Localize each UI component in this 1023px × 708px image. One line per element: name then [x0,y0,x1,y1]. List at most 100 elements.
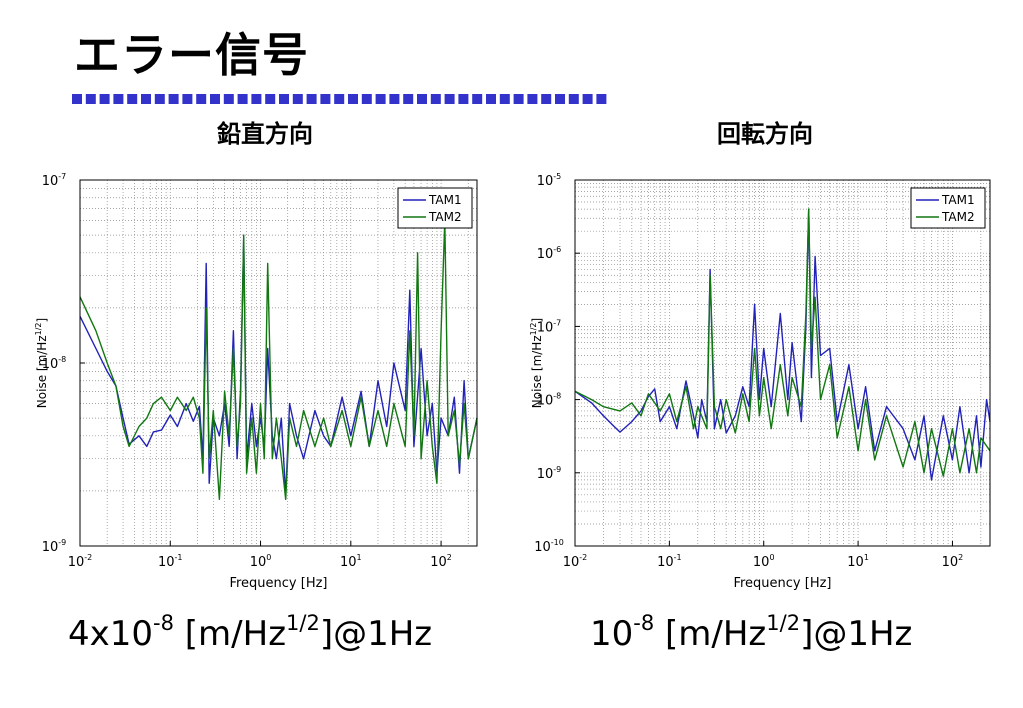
y-tick-label: 10-7 [537,318,562,335]
unit-exponent: 1/2 [766,611,801,635]
legend: TAM1 TAM2 [397,187,473,229]
plot-frame [574,179,991,547]
tick-exponent: -5 [553,172,561,181]
underline-square [196,94,207,104]
x-tick-label: 10-1 [158,553,183,570]
legend: TAM1 TAM2 [910,187,986,229]
plot-area [575,180,990,546]
underline-square [334,94,345,104]
tick-exponent: -6 [553,245,561,254]
underline-square [279,94,289,104]
x-axis-label: Frequency [Hz] [229,576,327,591]
left-plot-heading: 鉛直方向 [217,120,313,148]
tick-base: 10 [537,174,554,189]
value-suffix: ]@1Hz [800,614,913,654]
tick-base: 10 [340,555,357,570]
underline-square [403,94,414,104]
legend-label: TAM1 [941,193,975,207]
tick-exponent: -7 [553,318,561,327]
tick-base: 10 [563,555,580,570]
tick-base: 10 [537,320,554,335]
tick-exponent: 0 [266,553,271,562]
tick-base: 10 [42,174,59,189]
legend-label: TAM2 [428,210,462,224]
underline-square [596,94,607,104]
underline-square [555,94,565,104]
tick-exponent: 2 [958,553,963,562]
tick-base: 10 [537,247,554,262]
underline-square [223,94,234,104]
tick-exponent: 2 [447,553,452,562]
y-label-bracket: ] [530,318,544,323]
tick-base: 10 [42,357,59,372]
legend-label: TAM2 [941,210,975,224]
underline-square [389,94,400,104]
underline-square [320,94,331,104]
tick-base: 10 [537,467,554,482]
underline-square [361,94,372,104]
legend-label: TAM1 [428,193,462,207]
y-label-exponent: 1/2 [529,322,538,335]
underline-square [99,94,110,104]
x-tick-label: 100 [250,553,272,570]
legend-box [910,187,986,229]
underline-square [458,94,469,104]
tick-base: 10 [942,555,959,570]
underline-square [210,94,220,104]
unit-exponent: 1/2 [286,611,320,635]
y-axis-label: Noise [m/Hz1/2] [529,318,544,408]
series-line-tam1 [574,208,991,481]
tick-base: 10 [42,540,59,555]
tick-base: 10 [537,394,554,409]
x-tick-label: 101 [340,553,362,570]
tick-base: 10 [847,555,864,570]
underline-square [582,94,593,104]
legend-box [397,187,473,229]
underline-square [182,94,193,104]
underline-square [85,94,96,104]
value-unit: [m/Hz [654,614,767,654]
series-line-tam2 [574,208,991,477]
underline-square [127,94,138,104]
underline-square [444,94,455,104]
y-tick-label: 10-8 [42,355,67,372]
y-label-text: Noise [m/Hz [530,335,544,408]
tick-exponent: -1 [175,553,183,562]
tick-exponent: -9 [58,538,66,547]
tick-exponent: -2 [579,553,587,562]
underline-square [568,94,579,104]
rotation-noise-chart: 10-2 10-1 100 101 10210-1010-910-810-710-610… [529,172,991,591]
y-label-text: Noise [m/Hz [35,335,49,408]
underline-square [168,94,179,104]
tick-exponent: 1 [357,553,362,562]
series-line-tam2 [79,219,478,500]
underline-square [417,94,427,104]
x-tick-label: 10-2 [68,553,93,570]
underline-square [541,94,552,104]
x-tick-label: 102 [430,553,452,570]
right-plot-heading: 回転方向 [717,120,813,148]
value-prefix: 10 [590,614,634,654]
underline-square [154,94,165,104]
tick-exponent: -8 [58,355,66,364]
underline-square [499,94,510,104]
underline-square [265,94,276,104]
underline-square [251,94,262,104]
y-tick-label: 10-7 [42,172,67,189]
slide-title: エラー信号 [74,28,309,82]
underline-square [113,94,124,104]
tick-exponent: -1 [674,553,682,562]
underline-square [72,94,82,104]
tick-base: 10 [68,555,85,570]
underline-square [292,94,303,104]
underline-square [472,94,483,104]
y-tick-label: 10-6 [537,245,562,262]
tick-base: 10 [430,555,447,570]
tick-exponent: -7 [58,172,66,181]
rotation-noise-value: 10-8 [m/Hz1/2]@1Hz [590,613,913,654]
tick-base: 10 [753,555,770,570]
x-tick-label: 100 [753,553,775,570]
underline-square [348,94,358,104]
underline-square [430,94,441,104]
underline-square [513,94,524,104]
